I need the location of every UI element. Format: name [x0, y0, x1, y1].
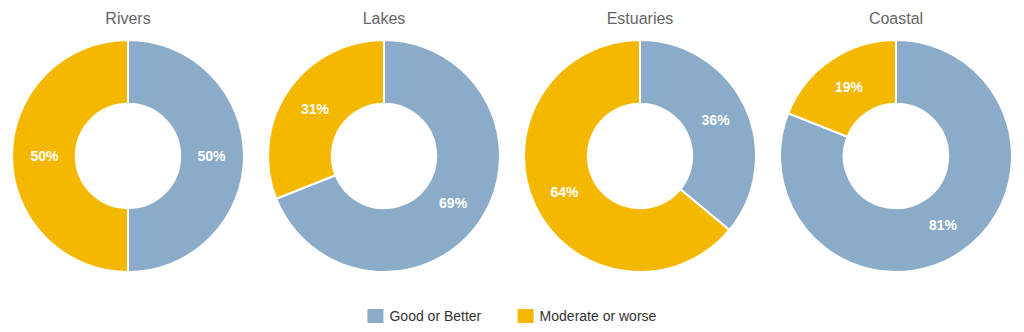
data-label: 69%: [439, 195, 468, 211]
legend-label: Moderate or worse: [540, 308, 657, 324]
donut-slice: [268, 40, 384, 199]
chart-title: Coastal: [869, 10, 923, 27]
slices: [268, 40, 500, 272]
data-label: 81%: [929, 217, 958, 233]
slices: [12, 40, 244, 272]
donut-panel: Lakes 69% 31%: [268, 10, 500, 272]
chart-title: Lakes: [363, 10, 406, 27]
data-label: 36%: [702, 112, 731, 128]
legend-swatch: [518, 309, 534, 323]
donut-slice: [640, 40, 756, 230]
legend-swatch: [367, 309, 383, 323]
donut-panel: Estuaries 36% 64%: [524, 10, 756, 272]
data-labels: 50% 50%: [30, 148, 226, 164]
chart-title: Rivers: [105, 10, 150, 27]
data-labels: 36% 64%: [550, 112, 730, 199]
legend-label: Good or Better: [389, 308, 481, 324]
donut-slice: [524, 40, 729, 272]
donut-slice: [788, 40, 896, 137]
figure: Rivers 50% 50% Lakes 69% 31% Estuaries 36% 64% Co…: [0, 0, 1024, 332]
legend: Good or Better Moderate or worse: [367, 308, 656, 324]
donut-slice: [12, 40, 128, 272]
legend-item: Good or Better: [367, 308, 481, 324]
slices: [780, 40, 1012, 272]
slices: [524, 40, 756, 272]
legend-item: Moderate or worse: [518, 308, 657, 324]
donut-slice: [780, 40, 1012, 272]
data-label: 50%: [30, 148, 59, 164]
data-label: 19%: [835, 79, 864, 95]
donut-slice: [128, 40, 244, 272]
data-label: 31%: [301, 101, 330, 117]
data-labels: 81% 19%: [835, 79, 957, 233]
data-label: 50%: [198, 148, 227, 164]
chart-title: Estuaries: [607, 10, 674, 27]
donut-panel: Rivers 50% 50%: [12, 10, 244, 272]
data-labels: 69% 31%: [301, 101, 468, 211]
donut-panel: Coastal 81% 19%: [780, 10, 1012, 272]
data-label: 64%: [550, 184, 579, 200]
